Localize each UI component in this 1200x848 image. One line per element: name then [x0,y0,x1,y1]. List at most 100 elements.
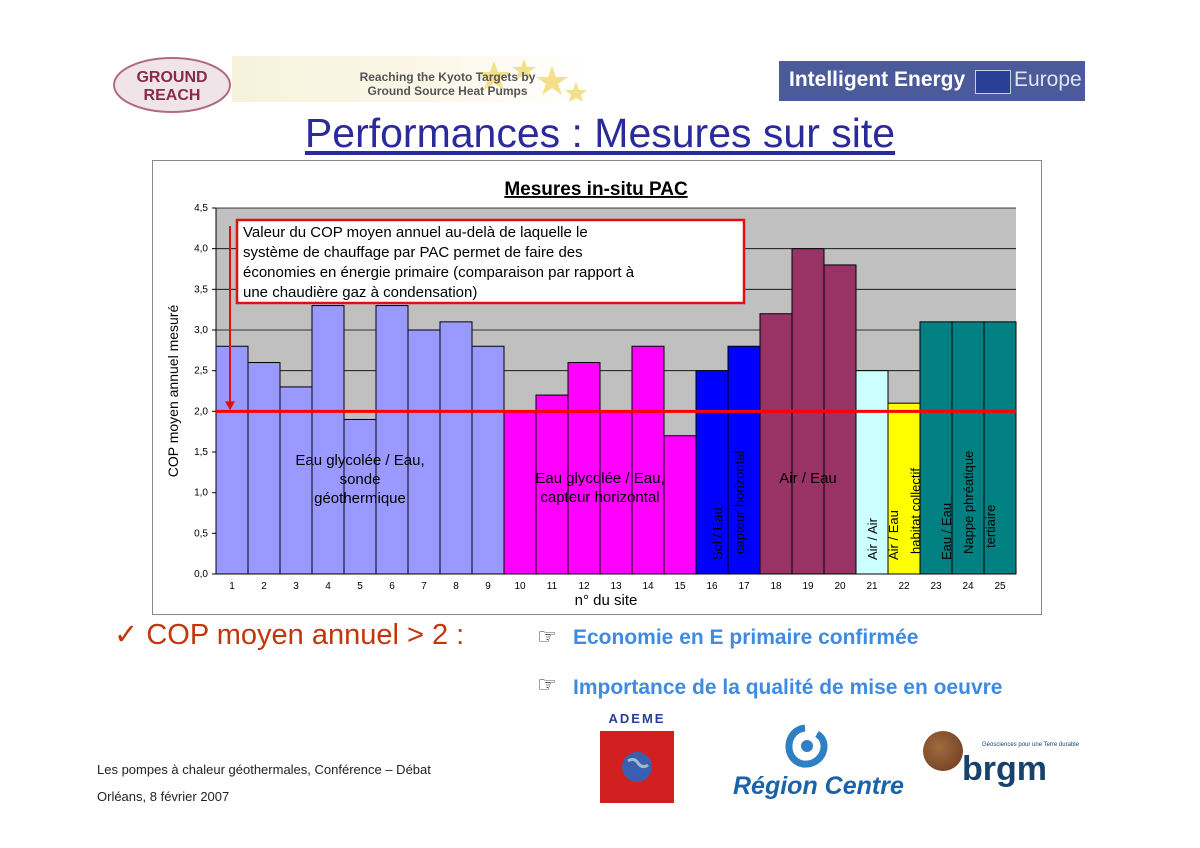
bar [247,362,281,575]
brgm-globe-icon [923,731,963,771]
economy-line: Economie en E primaire confirmée [573,626,919,649]
brgm-tagline: Géosciences pour une Terre durable [982,742,1079,748]
bar [279,386,313,575]
kyoto-banner [232,56,590,102]
footer-date: Orléans, 8 février 2007 [97,789,230,804]
bar [631,345,665,575]
region-centre-text: Région Centre [733,772,904,800]
group-labels: Eau glycolée / Eau, sonde géothermique Eau … [295,451,998,560]
kyoto-tagline: Reaching the Kyoto Targets by Ground Sou… [340,70,555,98]
group-label: Eau / Eau [939,503,954,560]
bar [855,370,889,575]
x-tick-label: 8 [453,581,459,592]
kyoto-line-1: Reaching the Kyoto Targets by [359,70,536,84]
group-label: Air / Eau [886,510,901,560]
y-tick-label: 1,0 [194,488,208,499]
x-tick-label: 3 [293,581,299,592]
y-tick-label: 0,0 [194,569,208,580]
x-tick-label: 18 [770,581,782,592]
globe-icon [622,752,652,782]
annotation-box: Valeur du COP moyen annuel au-delà de la… [225,218,746,411]
bar [471,345,505,575]
group-label: habitat collectif [908,468,923,554]
group-label: Nappe phréatique [961,451,976,554]
x-tick-label: 14 [642,581,654,592]
group-label: Air / Eau [779,470,837,487]
annotation-arrow-head [225,401,235,411]
bar [727,345,761,575]
iee-label: Intelligent Energy [789,68,966,91]
x-tick-label: 7 [421,581,427,592]
x-tick-label: 1 [229,581,235,592]
bar [535,394,569,575]
x-tick-label: 25 [994,581,1006,592]
x-tick-label: 17 [738,581,750,592]
group-label: tertiaire [983,505,998,548]
eu-flag-icon [975,70,1011,94]
y-tick-label: 2,0 [194,406,208,417]
bar [375,305,409,575]
x-tick-label: 21 [866,581,878,592]
annotation-line: une chaudière gaz à condensation) [243,284,477,301]
group-label: sonde [340,471,381,488]
bar [503,410,537,575]
bar [215,345,249,575]
annotation-box [235,218,746,305]
group-label: Sol / Eau [710,507,725,560]
x-tick-labels: 1 2 3 4 5 6 7 8 9 10 11 12 13 14 15 16 17 18 19 20 21 22 23 24 2… [229,581,1006,592]
y-axis-label: COP moyen annuel mesuré [165,305,181,478]
group-label: géothermique [314,490,406,507]
quality-line: Importance de la qualité de mise en oeuv… [573,676,1003,699]
y-tick-label: 4,0 [194,244,208,255]
x-tick-label: 12 [578,581,590,592]
bar [599,410,633,575]
x-tick-label: 10 [514,581,526,592]
y-tick-label: 3,5 [194,284,208,295]
bar [887,402,921,575]
x-tick-label: 22 [898,581,910,592]
y-tick-label: 4,5 [194,203,208,214]
region-centre-logo [785,724,828,768]
ademe-logo-text: ADEME [608,711,666,726]
cop-conclusion: ✓ COP moyen annuel > 2 : [114,619,465,651]
x-tick-label: 20 [834,581,846,592]
y-tick-label: 3,0 [194,325,208,336]
bar [407,329,441,575]
bar [311,305,345,575]
y-tick-label: 1,5 [194,447,208,458]
hand-pointer-icon: ☞ [537,672,557,697]
y-tick-label: 2,5 [194,366,208,377]
iee-europe-label: Europe [1014,68,1082,91]
bar [663,435,697,575]
kyoto-line-2: Ground Source Heat Pumps [367,84,528,98]
x-tick-label: 5 [357,581,363,592]
annotation-line: système de chauffage par PAC permet de f… [243,244,583,261]
bar [951,321,985,575]
intelligent-energy-logo [779,61,1085,101]
annotation-line: Valeur du COP moyen annuel au-delà de la… [243,224,588,241]
group-label: Eau glycolée / Eau, [535,470,664,487]
x-tick-label: 23 [930,581,942,592]
bar [439,321,473,575]
reach-text: REACH [144,87,201,104]
bar [343,418,377,575]
group-label: Air / Air [865,517,880,560]
group-label: capteur horizontal [732,451,747,554]
page-title: Performances : Mesures sur site [304,110,896,156]
y-tick-label: 0,5 [194,528,208,539]
hand-pointer-icon: ☞ [537,624,557,649]
ground-text: GROUND [136,69,207,86]
annotation-line: économies en énergie primaire (comparais… [243,264,635,281]
bar [983,321,1017,575]
x-tick-label: 13 [610,581,622,592]
ground-reach-logo: GROUND REACH [113,57,231,113]
bar [759,313,793,575]
x-tick-label: 19 [802,581,814,592]
x-tick-label: 4 [325,581,331,592]
ademe-logo [600,731,674,803]
bar [823,264,857,575]
footer-event: Les pompes à chaleur géothermales, Confé… [97,762,431,777]
group-label: capteur horizontal [540,489,659,506]
x-tick-label: 6 [389,581,395,592]
y-tick-labels: 0,0 0,5 1,0 1,5 2,0 2,5 3,0 3,5 4,0 4,5 [194,203,208,580]
